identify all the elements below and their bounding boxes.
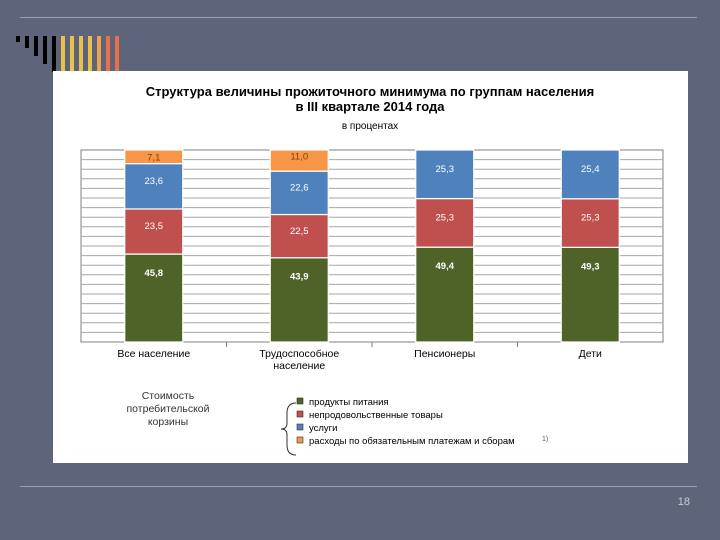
decorative-stripe (79, 36, 83, 76)
bar-segment (269, 213, 329, 259)
legend-label: услуги (309, 423, 337, 434)
data-label: 25,3 (581, 213, 600, 224)
bar-segment (560, 149, 620, 200)
bar-segment (269, 170, 329, 216)
decorative-stripe (88, 36, 92, 76)
category-label: Все население (117, 348, 190, 360)
decorative-stripe (97, 36, 101, 76)
chart-title-line: в III квартале 2014 года (296, 99, 446, 114)
basket-label-line: корзины (148, 416, 188, 428)
data-label: 23,6 (145, 176, 164, 187)
basket-label-line: потребительской (127, 403, 210, 415)
legend-swatch (296, 397, 304, 405)
data-label: 43,9 (290, 272, 309, 283)
legend-swatch (296, 436, 304, 444)
data-label: 22,6 (290, 183, 309, 194)
data-label: 49,4 (436, 261, 455, 272)
basket-label-line: Стоимость (142, 390, 195, 402)
decorative-stripe (43, 36, 47, 64)
footnote-mark: 1) (542, 436, 548, 443)
stacked-bar-chart: Структура величины прожиточного минимума… (80, 84, 664, 456)
category-label: Пенсионеры (414, 348, 475, 360)
chart-title-line: Структура величины прожиточного минимума… (146, 84, 594, 99)
decorative-stripe (34, 36, 38, 56)
bottom-rule (20, 486, 697, 487)
bar-segment (415, 246, 475, 343)
bar-segment (124, 149, 184, 165)
data-label: 49,3 (581, 261, 600, 272)
bar-segment (124, 163, 184, 210)
category-label: население (273, 360, 325, 372)
chart-panel: Структура величины прожиточного минимума… (53, 71, 688, 463)
data-label: 11,0 (290, 152, 308, 163)
legend-label: непродовольственные товары (309, 410, 443, 421)
bar-segment (415, 149, 475, 200)
data-label: 25,3 (436, 212, 455, 223)
data-label: 45,8 (145, 268, 164, 279)
slide-number: 18 (677, 496, 690, 508)
bar-segment (124, 253, 184, 343)
top-rule (20, 17, 697, 18)
legend-swatch (296, 423, 304, 431)
bar-segment (415, 197, 475, 248)
bar-segment (269, 149, 329, 172)
bar-segment (560, 246, 620, 343)
chart-subtitle: в процентах (342, 121, 398, 132)
data-label: 22,5 (290, 226, 309, 237)
decorative-stripe (106, 36, 110, 76)
legend-label: расходы по обязательным платежам и сбора… (309, 436, 515, 447)
bar-segment (124, 208, 184, 255)
data-label: 23,5 (145, 221, 164, 232)
decorative-stripe (16, 36, 20, 42)
legend-label: продукты питания (309, 397, 389, 408)
decorative-stripe (25, 36, 29, 48)
decorative-stripe (52, 36, 56, 72)
data-label: 7,1 (147, 152, 160, 163)
category-label: Дети (579, 348, 602, 360)
category-label: Трудоспособное (259, 348, 339, 360)
decorative-stripe (115, 36, 119, 76)
decorative-stripe (61, 36, 65, 76)
brace-icon (280, 402, 297, 456)
bar-segment (269, 257, 329, 343)
data-label: 25,4 (581, 164, 600, 175)
legend-swatch (296, 410, 304, 418)
decorative-stripe (70, 36, 74, 76)
data-label: 25,3 (436, 164, 455, 175)
